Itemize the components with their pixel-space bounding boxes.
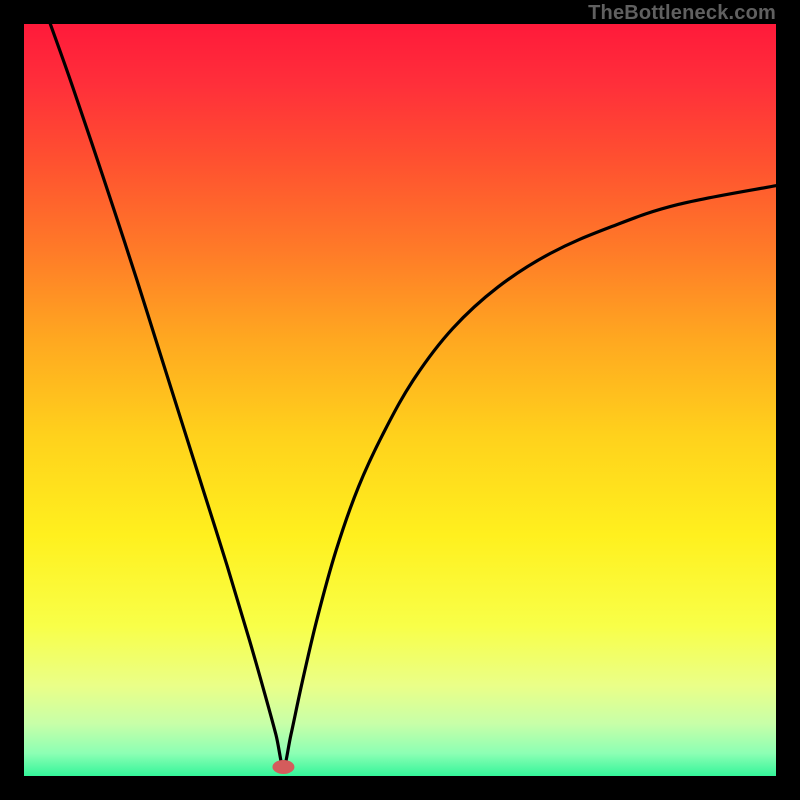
- chart-frame: TheBottleneck.com: [0, 0, 800, 800]
- bottleneck-chart: [24, 24, 776, 776]
- watermark-text: TheBottleneck.com: [588, 2, 776, 25]
- minimum-marker: [272, 760, 294, 774]
